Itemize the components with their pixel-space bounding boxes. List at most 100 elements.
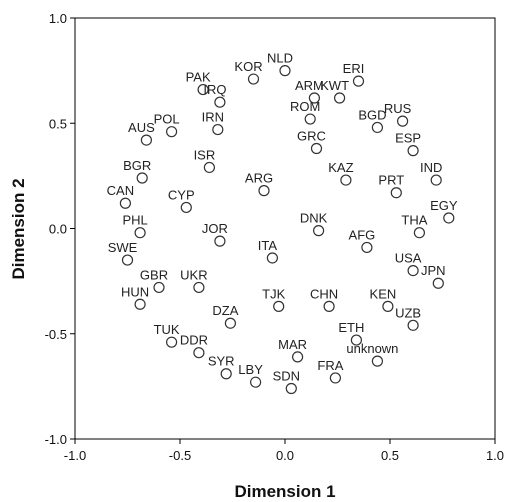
data-point-marker — [371, 121, 383, 134]
point-label: UKR — [180, 267, 207, 282]
data-point-marker — [193, 281, 205, 294]
point-label: KAZ — [328, 160, 353, 175]
point-label: ARM — [295, 78, 324, 93]
data-point-marker — [432, 277, 444, 289]
data-point-marker — [258, 185, 270, 197]
point-label: TJK — [262, 286, 285, 301]
point-label: ARG — [245, 171, 273, 186]
point-label: BGD — [358, 107, 386, 122]
point-label: IRQ — [203, 82, 226, 97]
data-point-marker — [313, 225, 325, 237]
data-point-marker — [430, 174, 442, 186]
point-label: BGR — [123, 158, 151, 173]
point-label: ETH — [338, 320, 364, 335]
point-label: unknown — [346, 341, 398, 356]
point-label: MAR — [278, 337, 307, 352]
data-point-marker — [214, 235, 226, 247]
data-point-marker — [397, 115, 409, 127]
point-label: PHL — [122, 213, 147, 228]
point-label: IRN — [202, 110, 224, 125]
data-point-marker — [212, 123, 224, 136]
data-point-marker — [292, 351, 304, 363]
data-point-marker — [166, 336, 178, 348]
data-point-marker — [390, 187, 402, 199]
data-point-marker — [166, 126, 178, 138]
point-label: UZB — [395, 305, 421, 320]
x-tick-label: 0.0 — [276, 448, 294, 463]
data-points — [119, 65, 455, 395]
point-label: SDN — [273, 368, 300, 383]
point-label: USA — [395, 251, 422, 266]
point-label: ITA — [258, 238, 278, 253]
point-label: KWT — [320, 78, 349, 93]
point-label: JOR — [202, 221, 228, 236]
point-label: THA — [401, 213, 427, 228]
x-tick-label: 0.5 — [381, 448, 399, 463]
data-point-marker — [197, 83, 209, 96]
point-label: CHN — [310, 286, 338, 301]
data-point-marker — [310, 142, 323, 155]
data-point-marker — [407, 319, 419, 331]
data-point-marker — [203, 161, 215, 174]
point-label: TUK — [154, 322, 180, 337]
point-label: SWE — [108, 240, 138, 255]
point-label: FRA — [317, 358, 343, 373]
data-point-marker — [220, 368, 232, 380]
y-tick-label: -1.0 — [45, 432, 67, 447]
point-label: CAN — [107, 183, 134, 198]
point-label: DZA — [212, 303, 238, 318]
data-point-marker — [285, 382, 297, 395]
data-point-marker — [361, 241, 373, 254]
data-point-marker — [153, 281, 165, 294]
data-point-marker — [407, 145, 419, 157]
point-label: RUS — [384, 101, 412, 116]
data-point-marker — [407, 265, 419, 277]
point-label: CYP — [168, 187, 195, 202]
data-point-marker — [214, 96, 226, 108]
point-label: AFG — [349, 227, 376, 242]
point-label: EGY — [430, 198, 458, 213]
data-point-marker — [250, 376, 262, 388]
data-point-marker — [413, 227, 425, 239]
point-label: AUS — [128, 120, 155, 135]
point-label: HUN — [121, 284, 149, 299]
point-label: PAK — [186, 70, 211, 85]
data-point-marker — [134, 298, 146, 310]
point-label: DDR — [180, 333, 208, 348]
data-point-marker — [352, 75, 365, 87]
data-point-marker — [340, 174, 352, 186]
data-point-marker — [371, 355, 383, 367]
data-point-marker — [308, 92, 320, 104]
data-point-marker — [304, 113, 316, 125]
data-point-marker — [350, 334, 362, 346]
data-point-marker — [443, 212, 455, 224]
data-point-marker — [224, 317, 236, 329]
point-label: GBR — [140, 267, 168, 282]
y-axis-title: Dimension 2 — [9, 178, 28, 279]
data-point-marker — [119, 197, 132, 209]
point-label: POL — [154, 112, 180, 127]
data-point-marker — [329, 372, 341, 384]
point-label: SYR — [208, 354, 235, 369]
y-axis-ticks: 1.0 0.5 0.0 -0.5 -1.0 — [45, 11, 75, 447]
data-point-marker — [382, 300, 394, 312]
y-tick-label: -0.5 — [45, 327, 67, 342]
x-tick-label: 1.0 — [486, 448, 504, 463]
y-tick-label: 0.0 — [49, 222, 67, 237]
data-point-marker — [266, 252, 278, 264]
point-label: LBY — [238, 362, 263, 377]
point-label: GRC — [297, 129, 326, 144]
x-tick-label: -1.0 — [64, 448, 86, 463]
point-label: ERI — [343, 61, 365, 76]
point-label: JPN — [421, 263, 446, 278]
y-tick-label: 0.5 — [49, 116, 67, 131]
x-tick-label: -0.5 — [169, 448, 191, 463]
y-tick-label: 1.0 — [49, 11, 67, 26]
data-point-marker — [279, 65, 291, 77]
x-axis-ticks: -1.0 -0.5 0.0 0.5 1.0 — [64, 439, 504, 463]
point-label: ESP — [395, 131, 421, 146]
point-label: ROM — [290, 99, 320, 114]
data-point-marker — [323, 300, 335, 312]
data-point-marker — [247, 73, 260, 85]
